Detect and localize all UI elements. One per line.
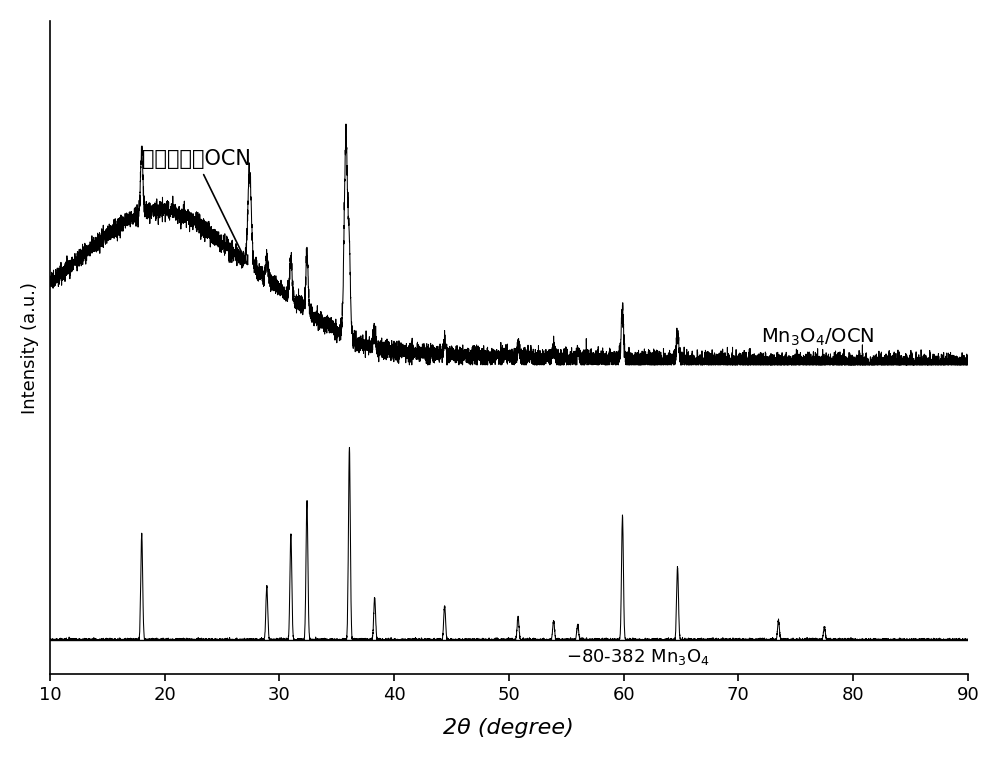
Text: Mn$_3$O$_4$/OCN: Mn$_3$O$_4$/OCN (761, 326, 875, 348)
Text: 氧化氮化碳OCN: 氧化氮化碳OCN (142, 150, 251, 264)
X-axis label: 2θ (degree): 2θ (degree) (443, 718, 574, 739)
Text: $-$80-382 Mn$_3$O$_4$: $-$80-382 Mn$_3$O$_4$ (566, 647, 710, 667)
Y-axis label: Intensity (a.u.): Intensity (a.u.) (21, 282, 39, 414)
